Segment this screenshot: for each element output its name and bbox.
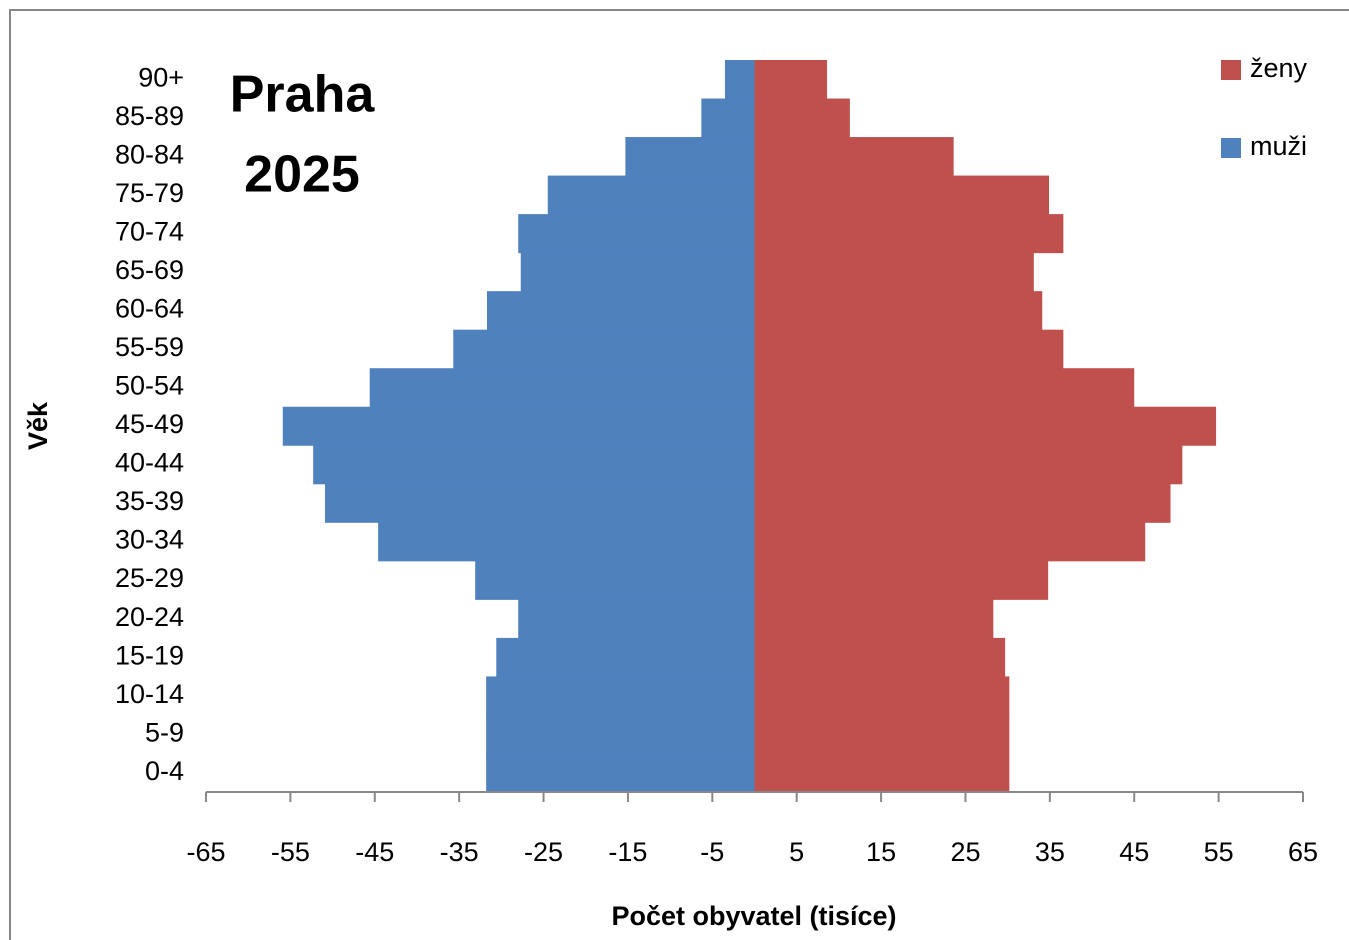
bar (754, 676, 1010, 716)
bar (486, 676, 755, 716)
x-tick-label: -65 (186, 837, 225, 867)
y-tick-label: 45-49 (115, 409, 184, 439)
y-tick-label: 30-34 (115, 525, 184, 555)
y-tick-label: 85-89 (115, 101, 184, 131)
bar (324, 483, 755, 523)
bar (518, 214, 755, 254)
bar (754, 406, 1217, 446)
bar (520, 252, 755, 292)
bar (486, 753, 755, 793)
bar (754, 753, 1010, 793)
y-tick-label: 70-74 (115, 216, 184, 246)
x-tick-label: -45 (355, 837, 394, 867)
bar (754, 445, 1183, 485)
bar (475, 560, 755, 600)
y-tick-label: 35-39 (115, 486, 184, 516)
x-tick-label: 35 (1035, 837, 1065, 867)
x-tick-label: 15 (866, 837, 896, 867)
bar (754, 522, 1146, 562)
bar (754, 60, 828, 100)
y-tick-label: 10-14 (115, 679, 184, 709)
y-tick-label: 90+ (138, 62, 184, 92)
bar (724, 60, 755, 100)
legend-swatch (1221, 60, 1241, 80)
bar (486, 714, 755, 754)
bar (754, 291, 1043, 331)
chart-title: Praha (230, 66, 376, 124)
bar (282, 406, 755, 446)
bar (754, 637, 1006, 677)
y-tick-label: 60-64 (115, 294, 184, 324)
y-tick-label: 25-29 (115, 563, 184, 593)
bar (754, 137, 954, 177)
y-tick-label: 65-69 (115, 255, 184, 285)
x-tick-label: 5 (789, 837, 804, 867)
x-axis-label: Počet obyvatel (tisíce) (611, 901, 896, 931)
x-tick-label: -55 (271, 837, 310, 867)
bar (547, 175, 755, 215)
bar (487, 291, 755, 331)
y-tick-label: 80-84 (115, 139, 184, 169)
bar (754, 599, 994, 639)
bar (369, 368, 755, 408)
bar (754, 483, 1171, 523)
x-tick-label: -5 (700, 837, 724, 867)
legend-swatch (1221, 138, 1241, 158)
bar (313, 445, 755, 485)
y-tick-label: 50-54 (115, 371, 184, 401)
bar (453, 329, 755, 369)
y-tick-label: 5-9 (145, 717, 184, 747)
chart-subtitle: 2025 (244, 146, 360, 204)
bar (754, 175, 1050, 215)
bar (754, 214, 1064, 254)
y-axis-label: Věk (23, 401, 53, 450)
legend-label: muži (1250, 131, 1307, 161)
bar (625, 137, 755, 177)
bar (754, 714, 1010, 754)
x-tick-label: -15 (608, 837, 647, 867)
bar (754, 252, 1034, 292)
x-tick-label: 55 (1204, 837, 1234, 867)
y-tick-label: 40-44 (115, 448, 184, 478)
x-tick-label: 65 (1288, 837, 1318, 867)
bar (754, 329, 1064, 369)
bar (754, 368, 1135, 408)
bar (378, 522, 755, 562)
bar (754, 560, 1049, 600)
y-tick-label: 20-24 (115, 602, 184, 632)
x-tick-label: 45 (1119, 837, 1149, 867)
legend-label: ženy (1250, 53, 1308, 83)
x-tick-label: -35 (440, 837, 479, 867)
bar (754, 98, 850, 138)
y-tick-label: 55-59 (115, 332, 184, 362)
bar (496, 637, 755, 677)
y-tick-label: 75-79 (115, 178, 184, 208)
bar (701, 98, 755, 138)
x-tick-label: -25 (524, 837, 563, 867)
y-tick-label: 15-19 (115, 640, 184, 670)
x-tick-label: 25 (950, 837, 980, 867)
bar (518, 599, 755, 639)
y-tick-label: 0-4 (145, 756, 184, 786)
